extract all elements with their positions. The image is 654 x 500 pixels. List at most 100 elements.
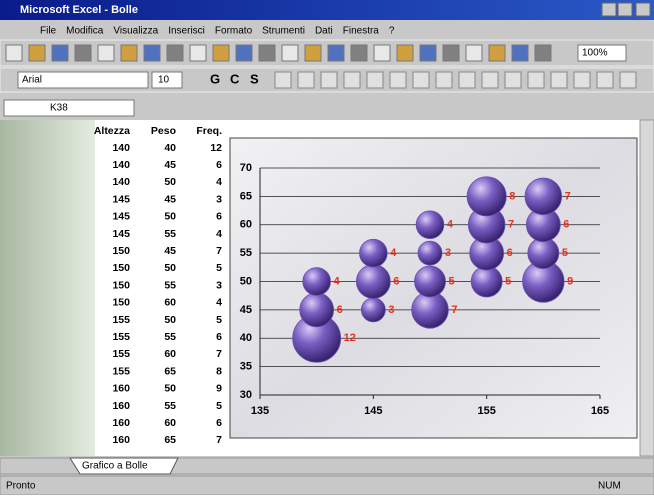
toolbar-button[interactable] xyxy=(390,72,406,88)
toolbar-button[interactable] xyxy=(367,72,383,88)
toolbar-button[interactable] xyxy=(282,45,298,61)
toolbar-button[interactable] xyxy=(397,45,413,61)
cell: 6 xyxy=(216,159,222,171)
toolbar-button[interactable] xyxy=(275,72,291,88)
bubble xyxy=(416,211,444,239)
y-tick-label: 50 xyxy=(240,275,252,287)
toolbar-button[interactable] xyxy=(213,45,229,61)
toolbar-button[interactable] xyxy=(52,45,68,61)
toolbar-button[interactable] xyxy=(574,72,590,88)
cell: 5 xyxy=(216,262,222,274)
cell: 5 xyxy=(216,314,222,326)
name-box[interactable] xyxy=(4,100,134,116)
cell: 6 xyxy=(216,211,222,223)
bubble xyxy=(415,266,446,297)
toolbar-button[interactable] xyxy=(236,45,252,61)
cell: 50 xyxy=(164,211,176,223)
bubble xyxy=(467,177,506,216)
cell: 140 xyxy=(112,159,130,171)
toolbar-button[interactable] xyxy=(466,45,482,61)
toolbar-button[interactable] xyxy=(413,72,429,88)
data-label: 5 xyxy=(505,275,511,287)
toolbar-button[interactable] xyxy=(420,45,436,61)
menu-item[interactable]: File xyxy=(40,26,57,37)
status-left: Pronto xyxy=(6,481,36,492)
vertical-scrollbar[interactable] xyxy=(640,120,654,456)
toolbar-button[interactable] xyxy=(505,72,521,88)
toolbar-button[interactable] xyxy=(489,45,505,61)
toolbar-button[interactable] xyxy=(328,45,344,61)
y-tick-label: 55 xyxy=(240,247,252,259)
data-label: 4 xyxy=(390,247,397,259)
cell: 140 xyxy=(112,176,130,188)
toolbar-button[interactable] xyxy=(482,72,498,88)
window-buttons[interactable] xyxy=(602,3,650,16)
cell: 160 xyxy=(112,383,130,395)
cell: 6 xyxy=(216,417,222,429)
toolbar-button[interactable] xyxy=(528,72,544,88)
toolbar-button[interactable] xyxy=(351,45,367,61)
menu-item[interactable]: Visualizza xyxy=(113,26,158,37)
bubble xyxy=(528,238,559,269)
cell: 150 xyxy=(112,262,130,274)
toolbar-button[interactable] xyxy=(29,45,45,61)
toolbar-button[interactable] xyxy=(321,72,337,88)
cell: 145 xyxy=(112,193,130,205)
cell: 160 xyxy=(112,434,130,446)
bubble xyxy=(303,268,331,296)
cell: 9 xyxy=(216,383,222,395)
menu-item[interactable]: Modifica xyxy=(66,26,104,37)
bubble xyxy=(359,239,387,267)
toolbar-button[interactable] xyxy=(298,72,314,88)
toolbar-button[interactable] xyxy=(374,45,390,61)
menu-item[interactable]: Formato xyxy=(215,26,253,37)
cell: 155 xyxy=(112,365,130,377)
y-tick-label: 60 xyxy=(240,219,252,231)
format-button[interactable]: C xyxy=(230,71,240,86)
toolbar-button[interactable] xyxy=(551,72,567,88)
data-label: 7 xyxy=(451,304,457,316)
column-header: Altezza xyxy=(94,125,130,137)
toolbar-button[interactable] xyxy=(259,45,275,61)
cell: 12 xyxy=(210,142,222,154)
toolbar-button[interactable] xyxy=(98,45,114,61)
toolbar-button[interactable] xyxy=(167,45,183,61)
format-button[interactable]: G xyxy=(210,71,220,86)
toolbar-button[interactable] xyxy=(436,72,452,88)
toolbar-button[interactable] xyxy=(344,72,360,88)
data-label: 6 xyxy=(507,247,513,259)
name-box-value: K38 xyxy=(50,103,68,114)
menu-item[interactable]: Finestra xyxy=(343,26,380,37)
toolbar-button[interactable] xyxy=(190,45,206,61)
menu-item[interactable]: ? xyxy=(389,26,395,37)
toolbar-button[interactable] xyxy=(620,72,636,88)
toolbar-button[interactable] xyxy=(75,45,91,61)
toolbar-button[interactable] xyxy=(121,45,137,61)
format-button[interactable]: S xyxy=(250,71,259,86)
toolbar-button[interactable] xyxy=(535,45,551,61)
data-label: 6 xyxy=(337,304,343,316)
toolbar-button[interactable] xyxy=(512,45,528,61)
x-tick-label: 155 xyxy=(477,405,495,417)
data-label: 3 xyxy=(388,304,394,316)
y-tick-label: 35 xyxy=(240,361,252,373)
data-label: 4 xyxy=(447,219,454,231)
sheet-background xyxy=(0,120,95,456)
toolbar-button[interactable] xyxy=(459,72,475,88)
toolbar-button[interactable] xyxy=(6,45,22,61)
cell: 150 xyxy=(112,297,130,309)
bubble xyxy=(300,293,334,327)
menu-item[interactable]: Inserisci xyxy=(168,26,205,37)
x-tick-label: 135 xyxy=(251,405,269,417)
y-tick-label: 70 xyxy=(240,162,252,174)
toolbar-button[interactable] xyxy=(144,45,160,61)
cell: 8 xyxy=(216,365,222,377)
menu-item[interactable]: Strumenti xyxy=(262,26,305,37)
cell: 4 xyxy=(216,297,222,309)
cell: 55 xyxy=(164,400,176,412)
status-right: NUM xyxy=(598,481,621,492)
menu-item[interactable]: Dati xyxy=(315,26,333,37)
toolbar-button[interactable] xyxy=(597,72,613,88)
toolbar-button[interactable] xyxy=(305,45,321,61)
toolbar-button[interactable] xyxy=(443,45,459,61)
